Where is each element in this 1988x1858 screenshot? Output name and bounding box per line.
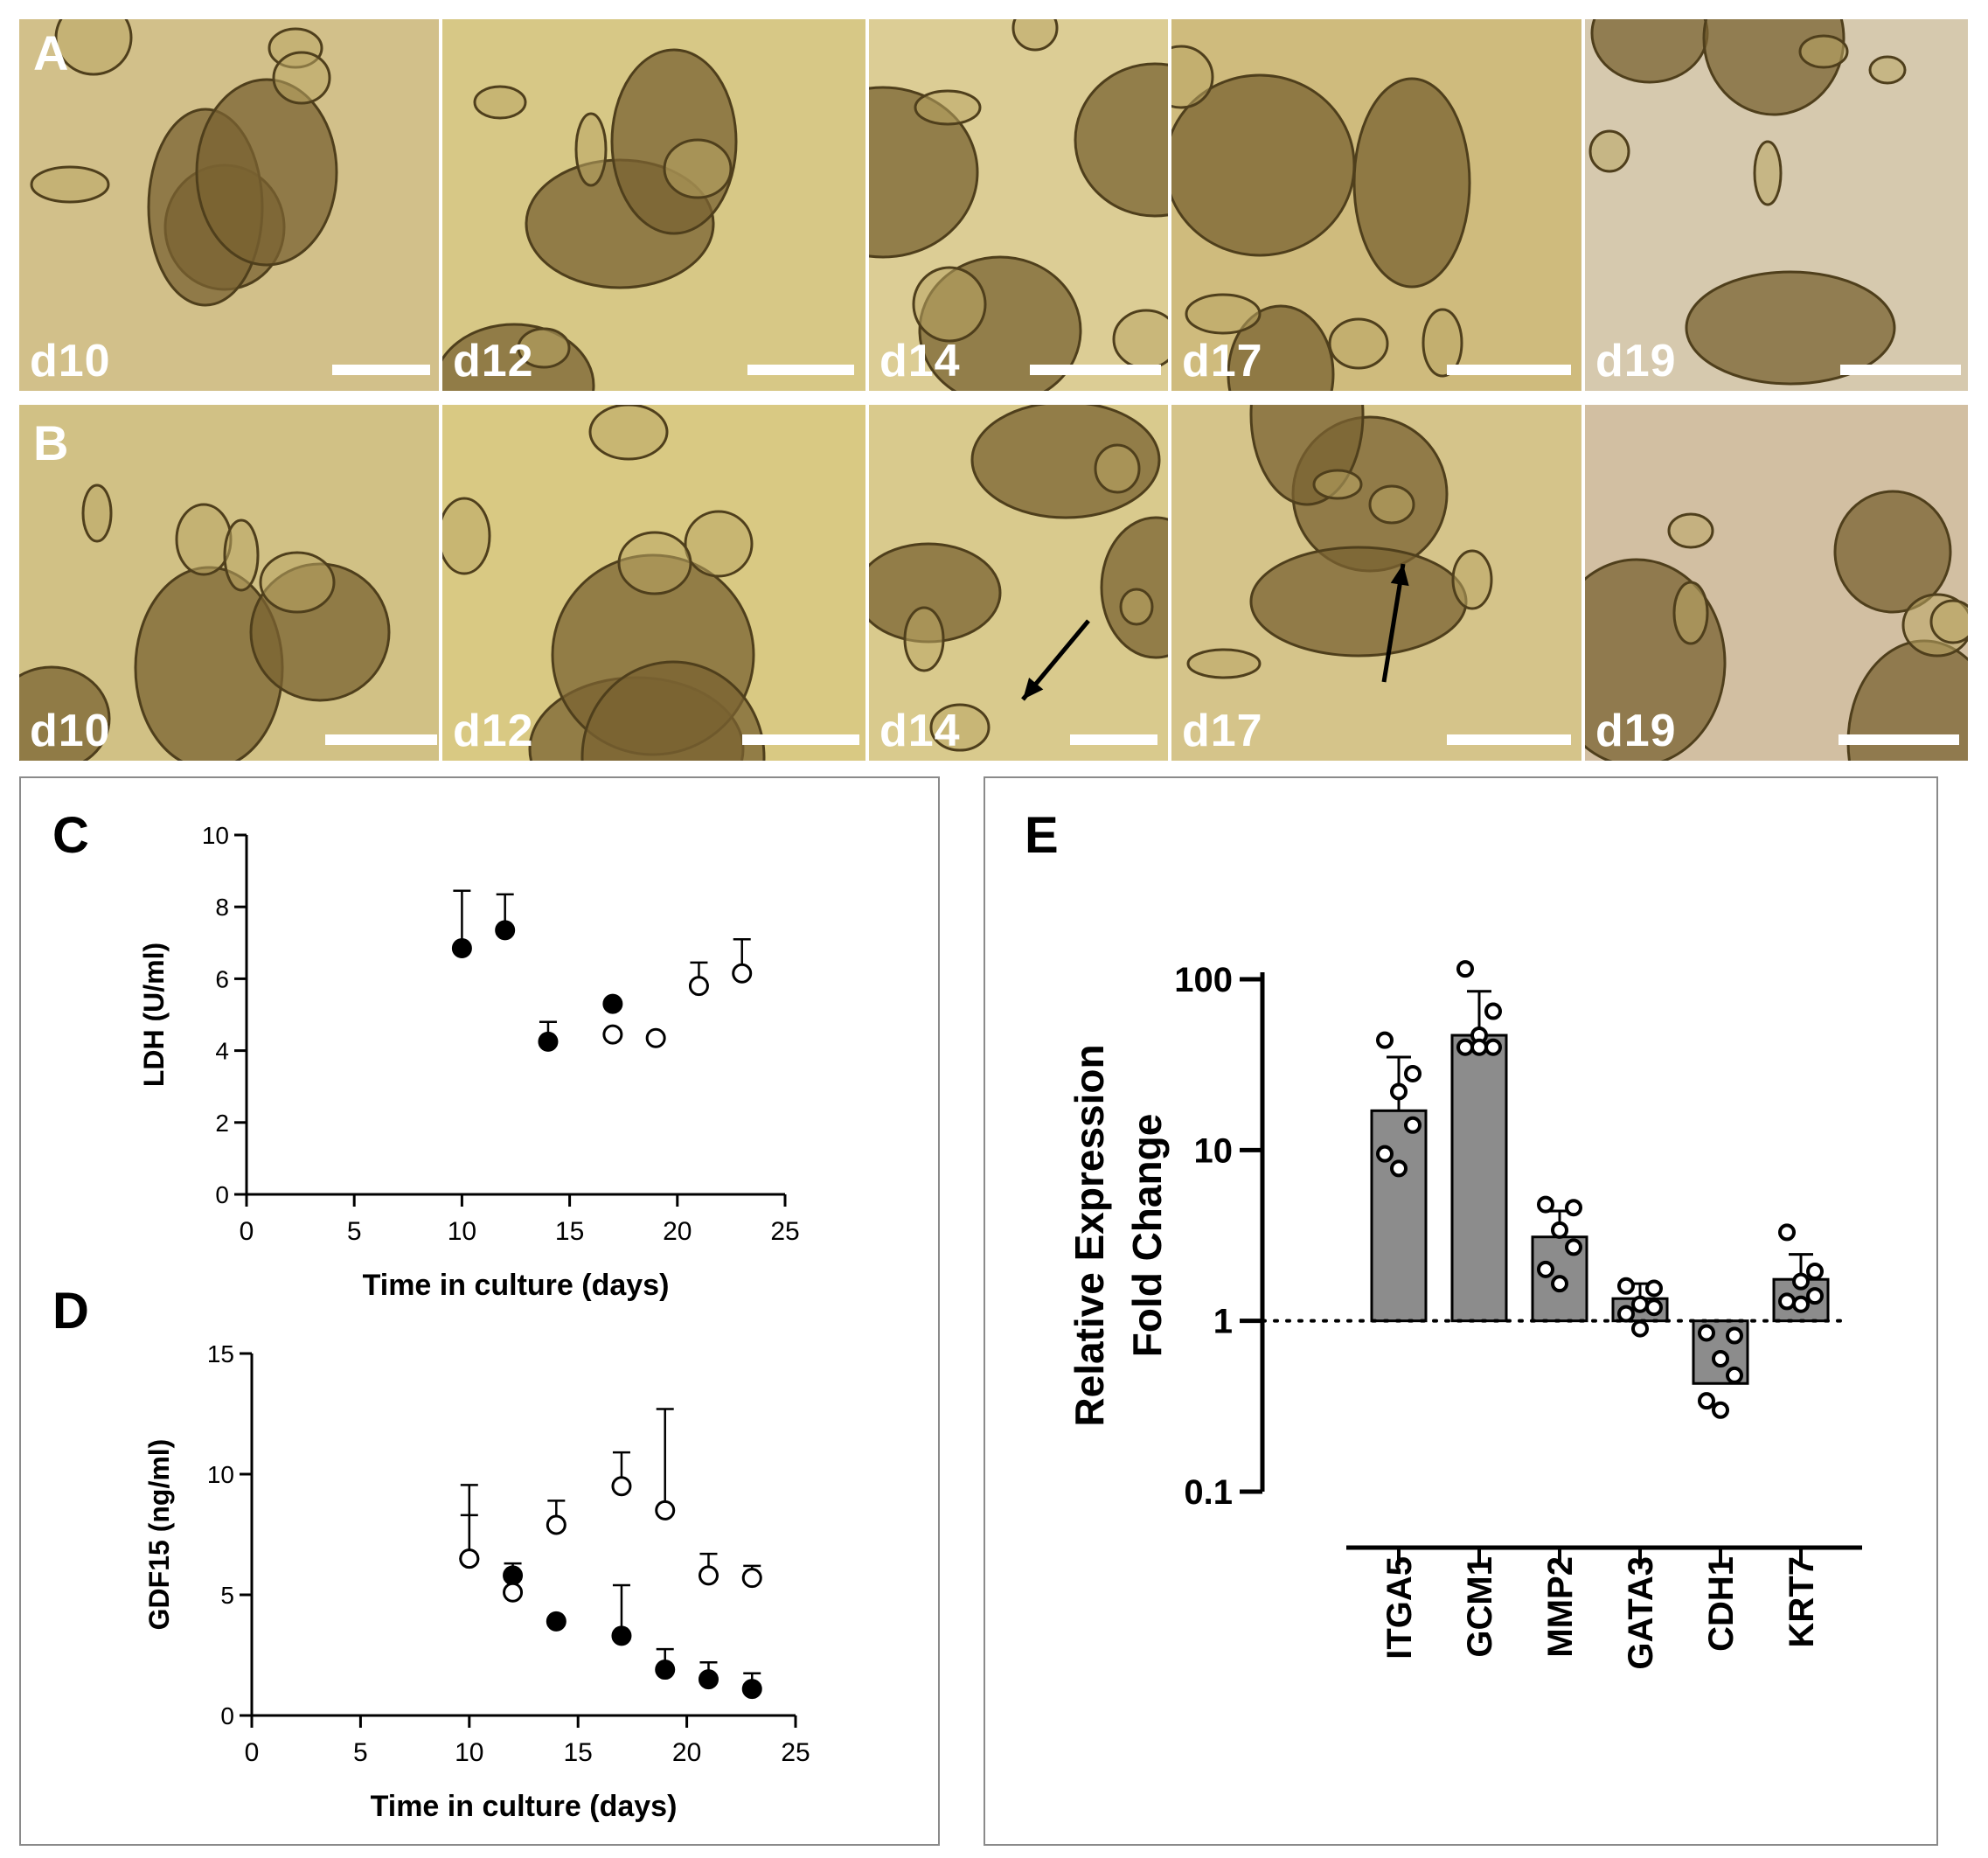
- organoid: [54, 19, 133, 76]
- scale-bar: [1839, 734, 1959, 745]
- organoid: [1227, 304, 1335, 391]
- organoid: [259, 551, 336, 614]
- organoid: [1352, 77, 1471, 289]
- organoid: [1119, 588, 1154, 626]
- scale-bar: [1447, 734, 1571, 745]
- organoid: [1312, 469, 1363, 500]
- micrograph-b-d10: d10: [19, 405, 439, 761]
- day-label: d17: [1182, 706, 1263, 756]
- panel-label-e: E: [1025, 807, 1059, 864]
- day-label: d10: [30, 336, 111, 386]
- organoid: [1753, 140, 1783, 206]
- organoid: [1929, 599, 1968, 644]
- organoid-blobs: [442, 48, 738, 391]
- organoid-blobs: [19, 484, 391, 761]
- panel-label-b: B: [33, 415, 69, 470]
- organoid: [81, 484, 113, 543]
- organoid: [663, 138, 733, 199]
- panel-label-d: D: [52, 1283, 89, 1340]
- day-label: d10: [30, 706, 111, 756]
- day-label: d17: [1182, 336, 1263, 386]
- scale-bar: [742, 734, 859, 745]
- organoid: [473, 85, 527, 120]
- organoid: [580, 660, 766, 761]
- organoid: [588, 405, 669, 461]
- organoid: [1112, 309, 1168, 370]
- organoid-blobs: [1588, 19, 1907, 386]
- organoid: [1185, 293, 1262, 335]
- organoid: [903, 606, 945, 672]
- organoid: [684, 510, 754, 578]
- organoid: [574, 112, 608, 187]
- organoid: [19, 665, 111, 761]
- organoid: [1685, 270, 1896, 386]
- micrograph-b-d14: d14: [869, 405, 1168, 761]
- organoid: [1186, 648, 1262, 679]
- scale-bar: [1447, 365, 1571, 375]
- organoid: [1171, 45, 1214, 109]
- panel-label-c: C: [52, 807, 89, 864]
- organoid: [912, 266, 987, 343]
- organoid: [1094, 443, 1141, 494]
- micrograph-a-d14: d14: [869, 19, 1168, 391]
- panel-label-a: A: [33, 25, 69, 80]
- micrograph-a-d10: d10: [19, 19, 439, 391]
- micrograph-a-d19: d19: [1585, 19, 1968, 391]
- micrograph-a-d12: d12: [442, 19, 865, 391]
- organoid: [929, 703, 991, 752]
- organoid: [1672, 581, 1709, 645]
- day-label: d14: [879, 706, 961, 756]
- scale-bar: [1840, 365, 1961, 375]
- day-label: d12: [453, 706, 534, 756]
- scale-bar: [325, 734, 437, 745]
- scale-bar: [332, 365, 430, 375]
- organoid: [914, 89, 982, 126]
- organoid: [1074, 62, 1168, 218]
- organoid: [1100, 516, 1168, 659]
- micrograph-b-d12: d12: [442, 405, 865, 761]
- organoid: [175, 503, 233, 576]
- day-label: d19: [1595, 706, 1677, 756]
- organoid-blobs: [1585, 490, 1968, 761]
- scale-bar: [1030, 365, 1161, 375]
- organoid: [1368, 484, 1415, 525]
- organoid: [1421, 308, 1463, 378]
- organoid-blobs: [869, 405, 1168, 752]
- organoid-blobs: [30, 19, 338, 307]
- organoid: [1833, 490, 1952, 614]
- day-label: d14: [879, 336, 961, 386]
- organoid: [442, 497, 491, 575]
- day-label: d12: [453, 336, 534, 386]
- organoid: [1451, 549, 1493, 610]
- organoid: [1667, 512, 1714, 549]
- organoid: [195, 78, 338, 267]
- panel-cd-frame: [19, 776, 940, 1846]
- organoid: [223, 518, 260, 592]
- organoid: [610, 48, 738, 235]
- scale-bar: [747, 365, 854, 375]
- organoid: [272, 51, 331, 105]
- scale-bar: [1070, 734, 1157, 745]
- organoid-blobs: [869, 19, 1168, 391]
- organoid: [1249, 546, 1468, 658]
- day-label: d19: [1595, 336, 1677, 386]
- organoid: [30, 165, 110, 204]
- organoid-blobs: [442, 405, 766, 761]
- organoid: [1798, 34, 1849, 69]
- organoid-blobs: [1186, 405, 1493, 679]
- micrograph-b-d19: d19: [1585, 405, 1968, 761]
- organoid: [1868, 55, 1907, 85]
- organoid: [1011, 19, 1059, 52]
- organoid-blobs: [1171, 45, 1471, 391]
- panel-e-frame: [984, 776, 1938, 1846]
- organoid: [517, 327, 571, 369]
- micrograph-a-d17: d17: [1171, 19, 1581, 391]
- organoid: [1328, 317, 1389, 370]
- organoid: [617, 531, 692, 595]
- micrograph-b-d17: d17: [1171, 405, 1581, 761]
- organoid: [1590, 19, 1709, 84]
- organoid: [869, 86, 979, 259]
- organoid: [1588, 129, 1630, 173]
